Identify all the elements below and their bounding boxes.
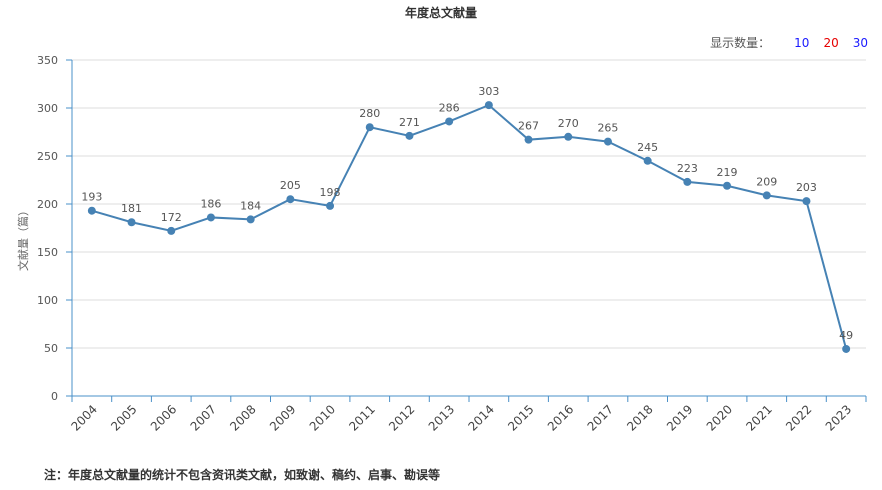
y-tick-label: 350 (37, 54, 58, 67)
x-tick-label: 2011 (346, 402, 377, 433)
series-line (91, 103, 848, 350)
data-label: 181 (121, 202, 142, 215)
data-label: 270 (558, 117, 579, 130)
data-label: 280 (359, 107, 380, 120)
data-point (484, 101, 493, 110)
data-labels: 193 181 172 186 184 205 198 280 271 286 303 267 270 2… (81, 85, 853, 342)
y-tick-labels: 0 50 100 150 200 250 300 350 (37, 54, 58, 403)
x-tick-label: 2019 (664, 402, 695, 433)
data-point (842, 344, 851, 353)
data-label: 265 (597, 122, 618, 135)
data-label: 267 (518, 120, 539, 133)
show-count-label: 显示数量： (710, 36, 771, 50)
data-point (564, 132, 573, 141)
x-tick-labels: 2004 2005 2006 2007 2008 2009 2010 2011 2012 2013… (68, 402, 854, 433)
axes (66, 59, 867, 402)
x-tick-label: 2020 (704, 402, 735, 433)
data-label: 271 (399, 116, 420, 129)
x-tick-label: 2018 (624, 402, 655, 433)
data-label: 209 (756, 175, 777, 188)
data-point (524, 135, 533, 144)
data-point (802, 197, 811, 206)
data-label: 172 (161, 211, 182, 224)
x-tick-label: 2006 (148, 402, 179, 433)
data-point (603, 137, 612, 146)
x-tick-label: 2007 (188, 402, 219, 433)
y-tick-label: 50 (44, 342, 58, 355)
y-axis-title: 文献量（篇） (16, 205, 30, 271)
x-tick-label: 2013 (426, 402, 457, 433)
data-label: 186 (200, 197, 221, 210)
data-point (405, 131, 414, 140)
data-label: 203 (796, 181, 817, 194)
data-point (127, 218, 136, 227)
show-count-option-20[interactable]: 20 (823, 35, 839, 50)
y-tick-label: 200 (37, 198, 58, 211)
data-point (643, 156, 652, 165)
x-tick-label: 2022 (783, 402, 814, 433)
y-tick-label: 100 (37, 294, 58, 307)
show-count-option-30[interactable]: 30 (852, 35, 868, 50)
show-count-option-10[interactable]: 10 (794, 35, 810, 50)
data-point (286, 195, 295, 204)
data-point (445, 117, 454, 126)
data-point (326, 201, 335, 210)
x-tick-label: 2012 (386, 402, 417, 433)
x-tick-label: 2010 (307, 402, 338, 433)
data-label: 184 (240, 199, 261, 212)
gridlines (72, 59, 866, 349)
data-label: 286 (439, 101, 460, 114)
data-point (246, 215, 255, 224)
data-label: 193 (81, 191, 102, 204)
data-label: 49 (839, 329, 853, 342)
y-tick-label: 300 (37, 102, 58, 115)
y-tick-label: 250 (37, 150, 58, 163)
x-tick-label: 2008 (227, 402, 258, 433)
y-tick-label: 150 (37, 246, 58, 259)
data-point (365, 123, 374, 132)
data-point (167, 226, 176, 235)
series-line-layer (91, 103, 848, 350)
data-point (762, 191, 771, 200)
footnote: 注：年度总文献量的统计不包含资讯类文献，如致谢、稿约、启事、勘误等 (44, 468, 441, 482)
data-point (87, 206, 96, 215)
x-tick-label: 2004 (68, 402, 99, 433)
chart-title: 年度总文献量 (404, 6, 477, 20)
x-tick-label: 2015 (505, 402, 536, 433)
x-tick-label: 2009 (267, 402, 298, 433)
x-tick-label: 2023 (823, 402, 854, 433)
x-tick-label: 2016 (545, 402, 576, 433)
x-tick-label: 2017 (585, 402, 616, 433)
data-label: 219 (717, 166, 738, 179)
show-count-selector: 显示数量： 10 20 30 (710, 34, 868, 51)
x-tick-label: 2005 (108, 402, 139, 433)
data-label: 223 (677, 162, 698, 175)
data-point (723, 181, 732, 190)
data-points (87, 101, 851, 353)
x-tick-label: 2014 (465, 402, 496, 433)
data-label: 198 (320, 186, 341, 199)
y-tick-label: 0 (51, 390, 58, 403)
data-label: 303 (478, 85, 499, 98)
data-label: 245 (637, 141, 658, 154)
data-point (683, 177, 692, 186)
x-tick-label: 2021 (743, 402, 774, 433)
data-point (206, 213, 215, 222)
data-label: 205 (280, 179, 301, 192)
